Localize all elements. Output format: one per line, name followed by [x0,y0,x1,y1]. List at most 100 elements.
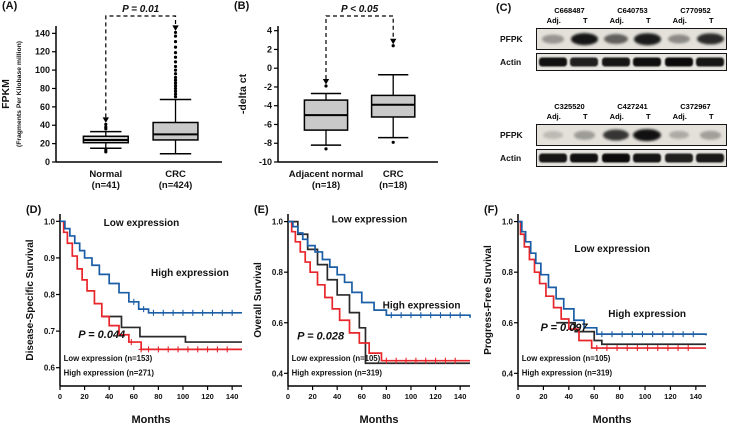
svg-text:Low expression: Low expression [332,215,408,226]
svg-text:Overall Survival: Overall Survival [253,262,264,338]
svg-text:P = 0.097: P = 0.097 [541,322,589,334]
svg-text:High expression: High expression [608,309,686,320]
svg-text:-2: -2 [264,82,272,92]
svg-text:0.7: 0.7 [44,327,56,336]
protein-label-actin: Actin [500,57,522,67]
svg-text:1.0: 1.0 [502,218,514,227]
sample-column: C640753 Adj. T [601,6,664,25]
sample-id: C640753 [617,6,648,15]
panel-b-label: (B) [234,0,250,12]
svg-text:Months: Months [131,414,170,426]
svg-text:High expression (n=271): High expression (n=271) [64,369,155,378]
svg-text:FPKM: FPKM [0,79,12,109]
svg-text:20: 20 [539,392,547,401]
lane-label-t: T [645,16,651,25]
svg-text:High expression (n=319): High expression (n=319) [522,369,613,378]
svg-text:100: 100 [405,392,418,401]
svg-text:Disease-Specific Survival: Disease-Specific Survival [25,239,36,360]
lane-label-adj: Adj. [546,112,561,121]
svg-text:High expression (n=319): High expression (n=319) [292,369,383,378]
svg-text:CRC: CRC [383,169,404,180]
svg-text:140: 140 [35,28,50,38]
lane-label-adj: Adj. [546,16,561,25]
panel-d-label: (D) [26,204,42,216]
svg-text:1.0: 1.0 [44,217,56,226]
svg-text:140: 140 [690,392,703,401]
svg-text:60: 60 [590,392,598,401]
svg-text:Adjacent normal: Adjacent normal [289,169,363,180]
svg-text:0: 0 [286,392,290,401]
panel-d: (D) 0.6 0.7 0.8 0.9 1.0 0 20 40 60 80 100 120 140 Dis… [24,202,252,428]
svg-text:Normal: Normal [89,169,122,180]
panel-a-label: (A) [2,0,18,12]
svg-text:-delta ct: -delta ct [237,73,249,114]
svg-text:Low expression (n=153): Low expression (n=153) [64,354,153,363]
lane-label-adj: Adj. [672,16,687,25]
sample-header-row: C668487 Adj. T C640753 Adj. T C770952 [538,6,732,25]
svg-text:P = 0.01: P = 0.01 [122,4,160,15]
protein-label-pfpk: PFPK [500,130,523,140]
pfpk-blot-strip [536,124,727,146]
svg-text:80: 80 [40,83,50,93]
svg-text:0.4: 0.4 [502,369,514,378]
svg-text:0: 0 [267,63,272,73]
lane-label-t: T [708,112,714,121]
svg-text:140: 140 [226,392,239,401]
sample-column: C372967 Adj. T [664,102,727,121]
svg-text:Low expression (n=105): Low expression (n=105) [292,354,381,363]
panel-b: (B) -10 -8 -6 -4 -2 0 2 4 -delta ct Adjacent norm… [232,0,494,200]
actin-blot-strip [536,53,727,71]
panel-c-label: (C) [496,2,512,14]
km-disease-specific-survival-svg: 0.6 0.7 0.8 0.9 1.0 0 20 40 60 80 100 120 140 Disease… [25,214,242,426]
sample-column: C668487 Adj. T [538,6,601,25]
panel-e: (E) 0.4 0.6 0.8 1.0 0 20 40 60 80 100 120 140 Overal… [252,202,480,428]
lane-label-adj: Adj. [609,112,624,121]
svg-text:High expression: High expression [151,268,229,279]
svg-text:High expression: High expression [383,301,461,312]
svg-text:120: 120 [35,47,50,57]
svg-text:Low expression: Low expression [104,218,180,229]
sample-id: C372967 [680,102,711,111]
svg-text:0.6: 0.6 [502,319,514,328]
svg-text:120: 120 [201,392,214,401]
svg-text:40: 40 [40,120,50,130]
lane-label-t: T [645,112,651,121]
svg-text:-8: -8 [264,138,272,148]
svg-text:2: 2 [267,44,272,54]
lane-label-adj: Adj. [672,112,687,121]
lane-label-t: T [582,16,588,25]
km-progress-free-survival-svg: 0.4 0.6 0.8 1.0 0 20 40 60 80 100 120 140 Progress-F… [483,214,707,426]
sample-id: C770952 [680,6,711,15]
svg-text:0.6: 0.6 [44,364,56,373]
svg-text:Progress-Free Survival: Progress-Free Survival [483,245,494,355]
svg-text:20: 20 [308,392,316,401]
svg-text:0.8: 0.8 [272,268,284,277]
svg-text:100: 100 [177,392,190,401]
svg-text:100: 100 [35,65,50,75]
panel-c: (C) C668487 Adj. T C640753 Adj. T [494,0,736,200]
pfpk-blot-strip [536,28,727,50]
sample-column: C325520 Adj. T [538,102,601,121]
svg-text:140: 140 [454,392,467,401]
svg-text:60: 60 [130,392,138,401]
svg-text:40: 40 [333,392,341,401]
km-overall-survival-svg: 0.4 0.6 0.8 1.0 0 20 40 60 80 100 120 140 Overall Su… [253,214,471,426]
svg-text:(n=424): (n=424) [159,180,193,191]
svg-text:0.6: 0.6 [272,319,284,328]
lane-label-t: T [708,16,714,25]
svg-text:-10: -10 [259,157,272,167]
svg-text:120: 120 [429,392,442,401]
svg-text:0.8: 0.8 [502,268,514,277]
svg-text:Months: Months [592,414,631,426]
svg-text:60: 60 [358,392,366,401]
sample-column: C427241 Adj. T [601,102,664,121]
svg-text:P < 0.05: P < 0.05 [341,4,379,15]
svg-text:20: 20 [40,139,50,149]
svg-text:80: 80 [615,392,623,401]
svg-text:0: 0 [58,392,62,401]
svg-text:120: 120 [664,392,677,401]
svg-text:20: 20 [80,392,88,401]
panel-a: (A) 0 20 40 60 80 100 120 140 FPKM (Fragments Per… [0,0,232,200]
svg-text:4: 4 [267,26,272,36]
